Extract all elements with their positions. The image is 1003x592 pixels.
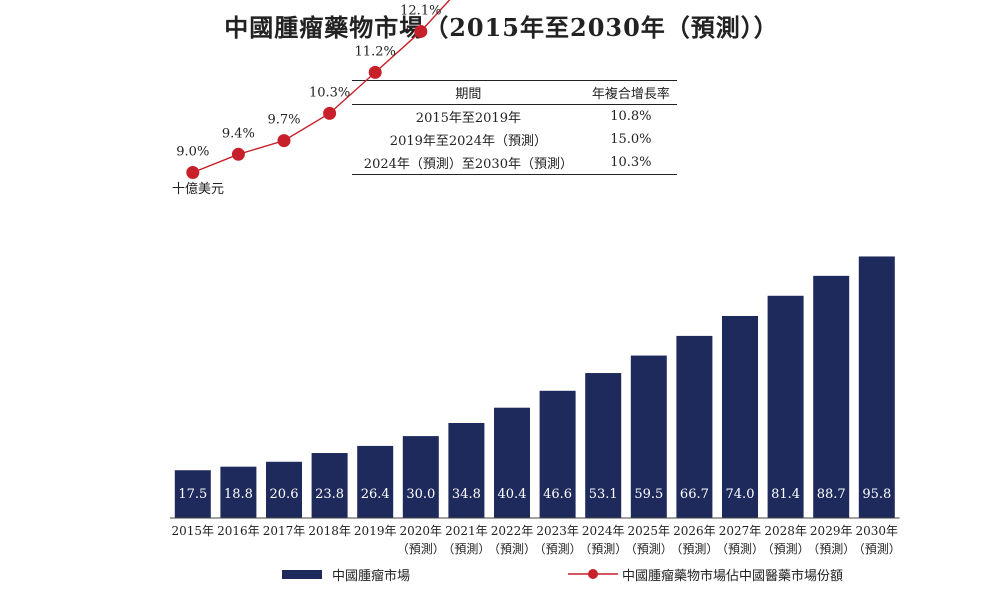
bar: [539, 390, 576, 518]
bar-value-label: 46.6: [543, 487, 572, 502]
x-tick-label: 2018年: [308, 524, 351, 538]
x-tick-sublabel: （預測）: [625, 542, 673, 556]
bar-value-label: 30.0: [406, 487, 435, 502]
share-point: [186, 166, 200, 179]
x-tick-label: 2024年: [582, 524, 625, 538]
x-tick-sublabel: （預測）: [807, 542, 855, 556]
share-value-label: 9.7%: [267, 113, 300, 128]
x-tick-sublabel: （預測）: [670, 542, 718, 556]
bar-value-label: 59.5: [634, 487, 663, 502]
bar: [676, 335, 713, 518]
share-value-label: 12.1%: [400, 3, 441, 18]
bar-value-label: 66.7: [680, 487, 709, 502]
bar: [357, 445, 394, 518]
bar-value-label: 40.4: [498, 487, 527, 502]
bar-value-label: 74.0: [726, 487, 755, 502]
share-point: [368, 65, 382, 79]
bar: [494, 407, 530, 518]
cagr-period: 2019年至2024年（預測）: [389, 134, 547, 149]
cagr-row: 2015年至2019年 10.8%: [352, 105, 677, 129]
bar-value-label: 88.7: [817, 487, 846, 502]
share-value-label: 9.4%: [222, 126, 255, 141]
x-tick-label: 2026年: [673, 524, 716, 538]
bar-value-label: 34.8: [452, 487, 481, 502]
x-tick-sublabel: （預測）: [488, 542, 536, 556]
cagr-row: 2024年（預測）至2030年（預測） 10.3%: [352, 151, 677, 175]
bar-value-label: 81.4: [771, 487, 800, 502]
cagr-header-row: 期間 年複合增長率: [352, 80, 677, 105]
bar: [630, 355, 667, 518]
x-tick-label: 2028年: [764, 524, 807, 538]
cagr-row: 2019年至2024年（預測） 15.0%: [352, 128, 677, 151]
cagr-header-period: 期間: [352, 80, 585, 105]
x-tick-label: 2022年: [491, 524, 534, 538]
x-tick-sublabel: （預測）: [534, 542, 582, 556]
x-tick-sublabel: （預測）: [579, 542, 627, 556]
x-tick-sublabel: （預測）: [762, 542, 810, 556]
bar: [311, 453, 348, 518]
x-tick-label: 2019年: [354, 524, 397, 538]
bar: [767, 295, 804, 518]
bar: [722, 315, 758, 518]
chart-title: 中國腫瘤藥物市場（2015年至2030年（預測））: [224, 13, 779, 42]
bar-value-label: 26.4: [361, 487, 390, 502]
x-tick-label: 2029年: [810, 524, 853, 538]
share-value-label: 11.2%: [355, 44, 396, 59]
legend-line-label: 中國腫瘤藥物市場佔中國醫藥市場份額: [622, 569, 844, 584]
x-tick-label: 2021年: [445, 524, 488, 538]
bar: [266, 461, 302, 518]
cagr-rate: 10.8%: [610, 109, 652, 124]
bar: [402, 436, 439, 518]
bar-value-label: 95.8: [862, 487, 891, 502]
bar: [585, 373, 622, 518]
cagr-table: 期間 年複合增長率 2015年至2019年 10.8% 2019年至2024年（…: [352, 80, 677, 175]
bar: [448, 422, 485, 518]
bar: [813, 275, 850, 518]
x-tick-label: 2017年: [263, 524, 306, 538]
x-tick-sublabel: （預測）: [716, 542, 764, 556]
bar-value-label: 23.8: [315, 487, 344, 502]
legend-line-swatch: [568, 569, 618, 579]
x-tick-label: 2015年: [172, 524, 215, 538]
share-value-label: 9.0%: [176, 145, 209, 160]
y-axis-unit-label: 十億美元: [172, 182, 225, 197]
cagr-rate: 15.0%: [610, 132, 652, 147]
cagr-header-rate: 年複合增長率: [584, 80, 677, 105]
cagr-period: 2024年（預測）至2030年（預測）: [352, 151, 585, 175]
x-tick-sublabel: （預測）: [397, 542, 445, 556]
bar-value-label: 53.1: [589, 487, 618, 502]
bar-value-label: 20.6: [270, 487, 299, 502]
x-tick-label: 2025年: [628, 524, 671, 538]
cagr-period: 2015年至2019年: [415, 111, 521, 126]
share-value-label: 10.3%: [309, 85, 350, 100]
x-tick-label: 2016年: [217, 524, 260, 538]
x-tick-label: 2023年: [536, 524, 579, 538]
bar: [174, 470, 211, 518]
share-point: [414, 24, 428, 38]
x-tick-sublabel: （預測）: [853, 542, 901, 556]
x-tick-label: 2027年: [719, 524, 762, 538]
share-point: [231, 147, 245, 161]
bar-value-label: 17.5: [178, 487, 207, 502]
bar-value-label: 18.8: [224, 487, 253, 502]
legend-bar-swatch: [282, 570, 322, 579]
share-line: [192, 0, 451, 174]
x-tick-sublabel: （預測）: [442, 542, 490, 556]
share-point: [323, 106, 337, 120]
x-tick-label: 2020年: [400, 524, 443, 538]
x-tick-label: 2030年: [856, 524, 899, 538]
bar: [858, 256, 895, 518]
legend-bar-label: 中國腫瘤市場: [332, 569, 411, 584]
cagr-rate: 10.3%: [584, 151, 677, 175]
bar: [220, 466, 257, 518]
share-point: [277, 134, 291, 148]
